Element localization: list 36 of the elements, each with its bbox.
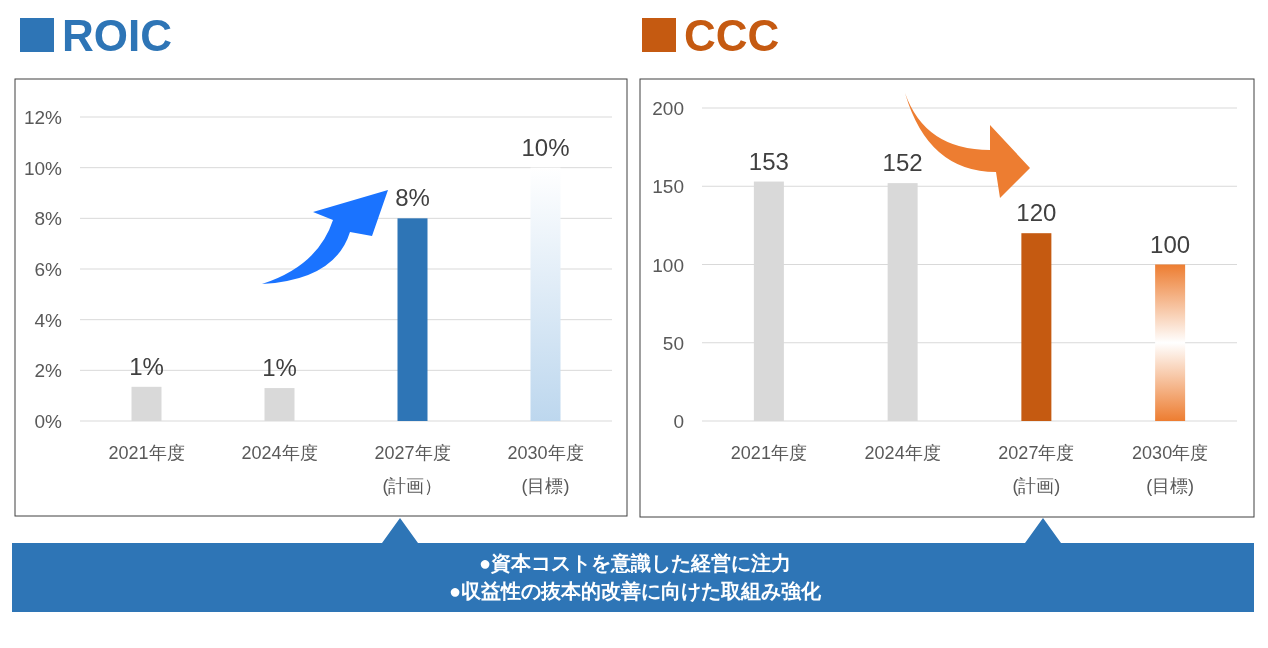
y-tick-label: 200 bbox=[652, 98, 684, 119]
text: ●資本コストを意識した経営に注力 bbox=[478, 552, 792, 574]
data-label: 152 bbox=[882, 149, 923, 177]
bar bbox=[397, 218, 428, 421]
x-tick-label: 2021年度 bbox=[108, 443, 185, 463]
x-tick-label: 2021年度 bbox=[730, 443, 807, 463]
y-tick-label: 2% bbox=[34, 360, 63, 382]
data-label: 8% bbox=[395, 184, 430, 212]
x-tick-label: 2024年度 bbox=[864, 443, 941, 463]
y-tick-label: 0 bbox=[673, 411, 684, 432]
data-label: 10% bbox=[521, 133, 570, 161]
x-tick-label: 2030年度 (目標) bbox=[1132, 443, 1209, 496]
data-label: 1% bbox=[262, 354, 297, 382]
x-tick-label: 2024年度 bbox=[241, 443, 318, 463]
bar bbox=[530, 167, 561, 421]
y-tick-label: 50 bbox=[662, 332, 684, 354]
y-tick-label: 8% bbox=[34, 208, 63, 230]
chart-title: CCC bbox=[684, 11, 780, 60]
text: ●収益性の抜本的改善に向けた取組み強化 bbox=[448, 580, 823, 603]
x-tick-label: 2027年度 (計画） bbox=[374, 443, 451, 496]
y-tick-label: 4% bbox=[34, 309, 63, 331]
y-tick-label: 150 bbox=[652, 176, 684, 198]
data-label: 1% bbox=[129, 352, 164, 380]
chart-title: ROIC bbox=[62, 11, 172, 60]
x-tick-label: 2030年度 (目標) bbox=[507, 443, 584, 496]
y-tick-label: 0% bbox=[34, 411, 63, 432]
y-tick-label: 10% bbox=[23, 157, 63, 179]
data-label: 100 bbox=[1150, 230, 1191, 258]
y-tick-label: 6% bbox=[34, 259, 63, 280]
data-label: 120 bbox=[1016, 199, 1057, 227]
x-tick-label: 2027年度 (計画) bbox=[998, 443, 1075, 496]
y-tick-label: 12% bbox=[23, 107, 63, 128]
bar bbox=[1155, 264, 1186, 421]
data-label: 153 bbox=[748, 147, 789, 175]
bar bbox=[1021, 233, 1052, 421]
y-tick-label: 100 bbox=[652, 254, 684, 276]
